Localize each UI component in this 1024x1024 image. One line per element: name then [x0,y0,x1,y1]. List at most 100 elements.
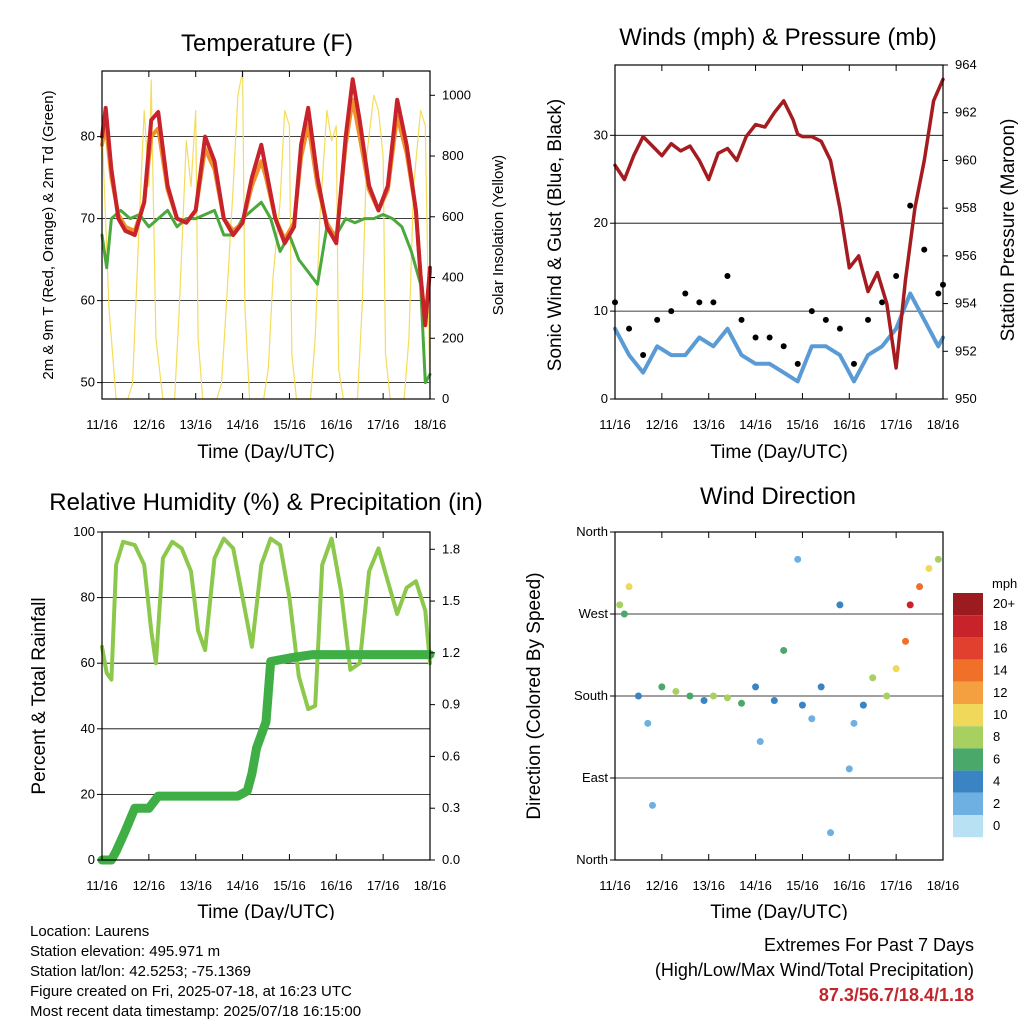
direction-point [672,687,680,695]
gust-point [626,325,633,332]
y-tick-label: 70 [81,211,95,226]
direction-point [916,583,924,591]
direction-point [817,683,825,691]
right-tick-label: 600 [442,209,464,224]
direction-point [658,683,666,691]
x-tick-label: 12/16 [133,878,166,893]
wind-pressure-right-axis-label: Station Pressure (Maroon) [998,119,1019,342]
right-tick-label: 958 [955,200,977,215]
colorbar-label: 8 [993,729,1000,744]
x-tick-label: 14/16 [226,878,259,893]
x-tick-label: 12/16 [133,417,166,432]
extremes-box: Extremes For Past 7 Days (High/Low/Max W… [655,933,974,1008]
y-tick-label: 80 [81,590,95,605]
y-tick-label: 20 [81,786,95,801]
right-tick-label: 0.0 [442,852,460,867]
temp-2m-line [100,77,432,328]
x-tick-label: 14/16 [226,417,259,432]
dewpoint-line [100,200,432,385]
x-tick-label: 18/16 [414,878,447,893]
wind-direction-panel: Wind Direction 11/16 12/16 13/16 14/16 15/16… [524,483,1017,920]
right-tick-label: 956 [955,248,977,263]
direction-point [892,665,900,673]
colorbar-label: 0 [993,818,1000,833]
x-tick-label: 11/16 [86,878,118,893]
info-elevation: Station elevation: 495.971 m [30,943,221,960]
direction-point [780,646,788,654]
right-tick-label: 1.2 [442,645,460,660]
colorbar-swatch [953,637,983,660]
right-tick-label: 1000 [442,87,471,102]
extremes-values: 87.3/56.7/18.4/1.18 [818,985,974,1005]
colorbar-swatch [953,681,983,704]
direction-point [906,601,914,609]
direction-point [883,692,891,700]
x-tick-label: 11/16 [599,878,631,893]
y-tick-label: 0 [88,852,95,867]
direction-point [625,583,633,591]
direction-point [934,555,942,563]
right-tick-label: 800 [442,148,464,163]
x-tick-label: 14/16 [739,878,772,893]
colorbar-label: 4 [993,774,1000,789]
x-tick-label: 13/16 [692,878,725,893]
y-tick-label: 10 [594,303,608,318]
station-info: Location: Laurens Station elevation: 495… [30,922,361,1022]
wind-pressure-title: Winds (mph) & Pressure (mb) [619,24,936,51]
direction-point [827,829,835,837]
x-tick-label: 16/16 [320,417,353,432]
direction-point [752,683,760,691]
right-tick-label: 400 [442,270,464,285]
wind-pressure-panel: Winds (mph) & Pressure (mb) 11/16 12/16 13… [545,24,1019,463]
gust-point [654,316,661,323]
right-tick-label: 964 [955,57,977,72]
gust-point [738,316,745,323]
gust-point [640,352,647,359]
wind-direction-x-axis-label: Time (Day/UTC) [710,902,848,920]
y-tick-label: 60 [81,293,95,308]
gust-point [822,316,829,323]
colorbar-label: 2 [993,796,1000,811]
colorbar-swatch [953,815,983,838]
humidity-title: Relative Humidity (%) & Precipitation (i… [49,489,482,516]
info-latlon: Station lat/lon: 42.5253; -75.1369 [30,963,252,980]
right-tick-label: 952 [955,343,977,358]
right-tick-label: 0 [442,391,449,406]
direction-point [925,564,933,572]
gust-point [780,343,787,350]
gust-point [893,272,900,279]
temperature-x-axis-label: Time (Day/UTC) [197,442,335,463]
colorbar-swatch [953,770,983,793]
extremes-heading: Extremes For Past 7 Days [763,935,974,955]
x-tick-label: 18/16 [927,878,960,893]
humidity-y-axis-label: Percent & Total Rainfall [29,597,50,794]
gust-point [907,202,914,209]
x-tick-label: 13/16 [179,417,212,432]
direction-point [770,697,778,705]
info-location: Location: Laurens [30,923,150,940]
gust-point [710,299,717,306]
gust-point [668,308,675,315]
colorbar-swatch [953,748,983,771]
colorbar-label: 10 [993,707,1007,722]
x-tick-label: 13/16 [179,878,212,893]
colorbar-label: 12 [993,685,1007,700]
x-tick-label: 15/16 [273,417,306,432]
right-tick-label: 950 [955,391,977,406]
colorbar-label: 20+ [993,596,1015,611]
gust-point [921,246,928,253]
gust-point [808,308,815,315]
colorbar-swatch [953,726,983,749]
x-tick-label: 17/16 [367,878,400,893]
right-tick-label: 0.3 [442,800,460,815]
direction-point [723,694,731,702]
direction-point [756,738,764,746]
x-tick-label: 11/16 [86,417,118,432]
gust-point [850,360,857,367]
y-tick-label: 80 [81,129,95,144]
right-tick-label: 1.5 [442,593,460,608]
gust-point [752,334,759,341]
x-tick-label: 13/16 [692,417,725,432]
humidity-x-axis-label: Time (Day/UTC) [197,902,335,920]
wind-pressure-plot-frame [614,64,944,400]
